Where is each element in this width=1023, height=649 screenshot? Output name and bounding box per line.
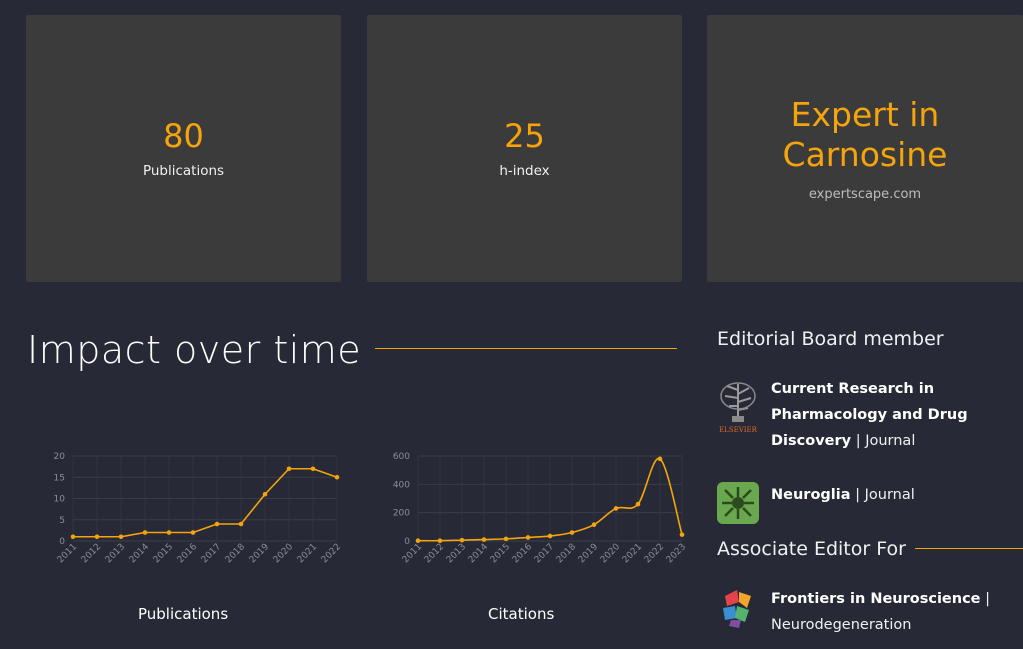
y-tick-label: 400 xyxy=(393,480,410,490)
h-index-stat-card: 25 h-index xyxy=(367,15,682,282)
x-tick-label: 2013 xyxy=(445,542,468,565)
x-tick-label: 2012 xyxy=(423,542,446,565)
publications-data-point[interactable] xyxy=(214,521,220,527)
y-tick-label: 0 xyxy=(59,537,65,547)
h-index-value: 25 xyxy=(504,117,545,156)
citations-data-point[interactable] xyxy=(415,538,421,544)
neuroglia-logo xyxy=(717,482,759,524)
x-tick-label: 2021 xyxy=(296,542,319,565)
x-tick-label: 2015 xyxy=(489,542,512,565)
citations-data-point[interactable] xyxy=(459,537,465,543)
y-tick-label: 5 xyxy=(59,516,65,526)
publications-series-line xyxy=(73,467,338,538)
citations-data-point[interactable] xyxy=(437,538,443,544)
citations-data-point[interactable] xyxy=(657,456,663,462)
editorial-board-heading: Editorial Board member xyxy=(717,328,944,350)
journal-item[interactable]: Neuroglia | Journal xyxy=(717,482,991,524)
journal-section: Neurodegeneration xyxy=(771,617,912,633)
x-tick-label: 2022 xyxy=(320,542,340,565)
y-tick-label: 200 xyxy=(393,509,410,519)
publications-stat-card: 80 Publications xyxy=(26,15,341,282)
journal-type: | Journal xyxy=(855,433,916,449)
expert-card[interactable]: Expert in Carnosine expertscape.com xyxy=(707,15,1023,282)
impact-divider xyxy=(375,348,677,349)
x-tick-label: 2012 xyxy=(80,542,103,565)
citations-data-point[interactable] xyxy=(591,522,597,528)
publications-data-point[interactable] xyxy=(70,534,76,540)
y-tick-label: 600 xyxy=(393,452,410,462)
associate-divider xyxy=(915,548,1023,549)
y-tick-label: 0 xyxy=(404,537,410,547)
elsevier-logo: ELSEVIER xyxy=(717,376,759,436)
x-tick-label: 2014 xyxy=(467,542,490,565)
journal-item[interactable]: ELSEVIER Current Research in Pharmacolog… xyxy=(717,376,991,454)
citations-chart-caption: Citations xyxy=(488,605,555,623)
y-tick-label: 10 xyxy=(54,495,66,505)
x-tick-label: 2022 xyxy=(643,542,666,565)
publications-count: 80 xyxy=(163,117,204,156)
x-tick-label: 2018 xyxy=(555,542,578,565)
publications-data-point[interactable] xyxy=(94,534,100,540)
publications-data-point[interactable] xyxy=(118,534,124,540)
citations-data-point[interactable] xyxy=(569,530,575,535)
publications-data-point[interactable] xyxy=(286,466,292,472)
x-tick-label: 2016 xyxy=(176,542,199,565)
publications-data-point[interactable] xyxy=(238,521,244,527)
x-tick-label: 2020 xyxy=(272,542,295,565)
citations-data-point[interactable] xyxy=(679,532,685,537)
expert-title: Expert in Carnosine xyxy=(782,95,948,174)
journal-name: Neuroglia xyxy=(771,487,851,503)
x-tick-label: 2019 xyxy=(577,542,600,565)
x-tick-label: 2013 xyxy=(104,542,127,565)
publications-data-point[interactable] xyxy=(142,530,148,535)
citations-data-point[interactable] xyxy=(525,535,531,540)
h-index-label: h-index xyxy=(499,162,550,179)
publications-chart-caption: Publications xyxy=(138,605,229,623)
publications-label: Publications xyxy=(142,162,225,179)
y-tick-label: 15 xyxy=(54,473,65,483)
x-tick-label: 2023 xyxy=(665,542,685,565)
x-tick-label: 2018 xyxy=(224,542,247,565)
expert-source[interactable]: expertscape.com xyxy=(808,186,922,202)
journal-name: Current Research in Pharmacology and Dru… xyxy=(771,381,968,449)
publications-data-point[interactable] xyxy=(334,474,340,480)
journal-type: | xyxy=(985,591,991,607)
citations-data-point[interactable] xyxy=(481,537,487,542)
journal-item[interactable]: Frontiers in Neuroscience | Neurodegenera… xyxy=(717,586,991,638)
x-tick-label: 2014 xyxy=(128,542,151,565)
x-tick-label: 2015 xyxy=(152,542,175,565)
journal-name: Frontiers in Neuroscience xyxy=(771,591,981,607)
frontiers-logo xyxy=(723,590,751,628)
x-tick-label: 2019 xyxy=(248,542,271,565)
publications-data-point[interactable] xyxy=(166,530,172,535)
publications-data-point[interactable] xyxy=(262,491,268,497)
publications-data-point[interactable] xyxy=(190,530,196,535)
publications-data-point[interactable] xyxy=(310,466,316,472)
x-tick-label: 2017 xyxy=(200,542,223,565)
svg-text:ELSEVIER: ELSEVIER xyxy=(719,426,758,434)
citations-data-point[interactable] xyxy=(613,506,619,511)
citations-data-point[interactable] xyxy=(547,533,553,539)
x-tick-label: 2020 xyxy=(599,542,622,565)
impact-title: Impact over time xyxy=(27,328,362,372)
citations-data-point[interactable] xyxy=(635,501,641,507)
x-tick-label: 2016 xyxy=(511,542,534,565)
associate-editor-heading: Associate Editor For xyxy=(717,538,906,560)
x-tick-label: 2021 xyxy=(621,542,644,565)
x-tick-label: 2017 xyxy=(533,542,556,565)
journal-type: | Journal xyxy=(855,487,915,503)
citations-chart: 0200400600201120122013201420152016201720… xyxy=(393,452,685,565)
y-tick-label: 20 xyxy=(54,452,66,462)
citations-data-point[interactable] xyxy=(503,536,509,542)
